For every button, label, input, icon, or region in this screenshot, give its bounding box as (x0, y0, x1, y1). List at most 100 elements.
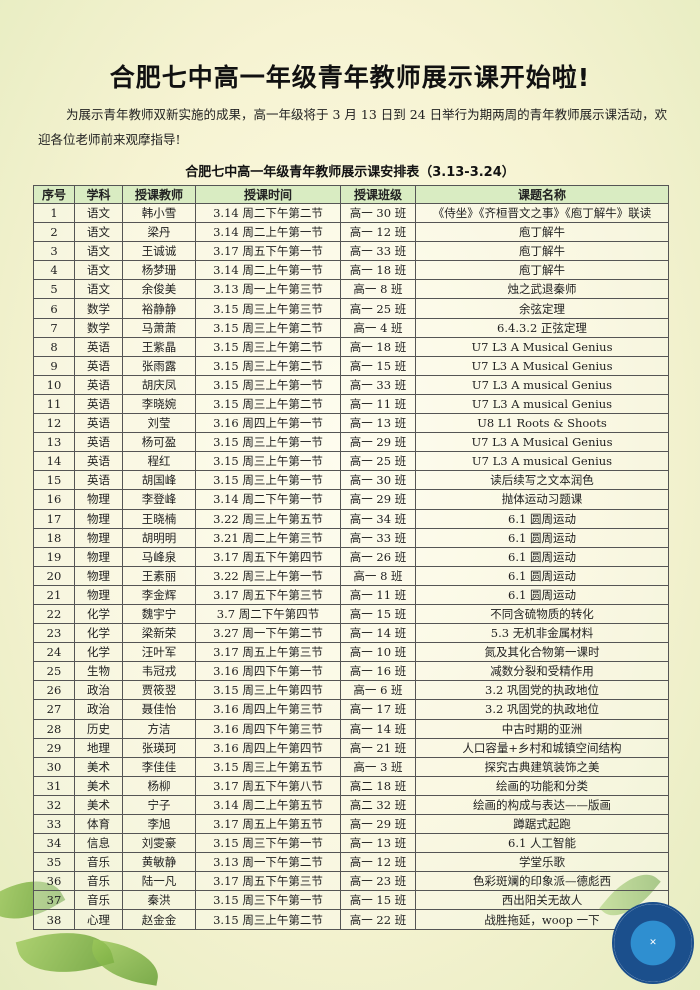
cell-topic: 《侍坐》《齐桓晋文之事》《庖丁解牛》联读 (415, 202, 669, 224)
cell-subject: 美术 (74, 794, 123, 816)
cell-teacher: 韦冠戎 (122, 661, 196, 682)
cell-class: 高一 34 班 (340, 508, 416, 529)
cell-teacher: 赵金金 (122, 909, 196, 930)
cell-time: 3.7 周二下午第四节 (195, 603, 341, 625)
logo-icon: ✕ (649, 938, 657, 948)
column-header: 授课班级 (340, 185, 416, 204)
cell-row-number: 37 (33, 890, 75, 911)
cell-subject: 英语 (74, 336, 123, 357)
cell-topic: 学堂乐歌 (415, 852, 669, 873)
table-row: 24 化学 汪叶军 3.17 周五上午第三节 高一 10 班氮及其化合物第一课时 (33, 642, 669, 663)
page-title: 合肥七中高一年级青年教师展示课开始啦! (109, 63, 591, 92)
cell-time: 3.14 周二上午第一节 (195, 260, 341, 281)
cell-topic: 3.2 巩固党的执政地位 (415, 680, 669, 701)
cell-teacher: 贾筱翌 (122, 680, 196, 701)
cell-class: 高一 11 班 (340, 393, 416, 415)
cell-subject: 英语 (74, 393, 123, 415)
cell-teacher: 李晓婉 (122, 393, 196, 415)
cell-time: 3.15 周三上午第二节 (195, 336, 341, 357)
cell-teacher: 梁丹 (122, 222, 196, 243)
table-row: 30 美术 李佳佳 3.15 周三上午第五节 高一 3 班探究古典建筑装饰之美 (33, 756, 669, 777)
cell-class: 高一 25 班 (340, 451, 416, 472)
cell-topic: U7 L3 A musical Genius (415, 374, 669, 395)
cell-time: 3.17 周五上午第三节 (195, 642, 341, 663)
cell-subject: 音乐 (74, 890, 123, 911)
cell-row-number: 30 (33, 756, 75, 777)
cell-class: 高一 33 班 (340, 241, 416, 262)
cell-topic: 3.2 巩固党的执政地位 (415, 699, 669, 720)
cell-class: 高一 12 班 (340, 852, 416, 873)
decorative-leaf (87, 939, 163, 986)
cell-class: 高一 30 班 (340, 202, 416, 224)
cell-topic: 读后续写之文本润色 (415, 470, 669, 491)
cell-row-number: 15 (33, 470, 75, 491)
cell-subject: 数学 (74, 317, 123, 338)
cell-subject: 英语 (74, 451, 123, 472)
cell-teacher: 李登峰 (122, 489, 196, 510)
cell-class: 高一 17 班 (340, 699, 416, 720)
cell-topic: 6.1 圆周运动 (415, 527, 669, 548)
cell-subject: 物理 (74, 527, 123, 548)
cell-class: 高一 21 班 (340, 737, 416, 758)
cell-topic: 6.1 圆周运动 (415, 565, 669, 586)
cell-row-number: 20 (33, 565, 75, 586)
cell-time: 3.27 周一下午第二节 (195, 623, 341, 644)
cell-teacher: 李旭 (122, 813, 196, 835)
cell-time: 3.15 周三上午第五节 (195, 756, 341, 777)
cell-class: 高一 15 班 (340, 890, 416, 911)
cell-time: 3.16 周四下午第三节 (195, 718, 341, 739)
cell-time: 3.13 周一上午第三节 (195, 279, 341, 300)
cell-time: 3.17 周五下午第八节 (195, 775, 341, 796)
cell-time: 3.15 周三上午第三节 (195, 298, 341, 319)
cell-topic: 氮及其化合物第一课时 (415, 642, 669, 663)
cell-topic: 色彩斑斓的印象派—德彪西 (415, 871, 669, 892)
cell-time: 3.14 周二上午第五节 (195, 794, 341, 816)
cell-time: 3.15 周三上午第一节 (195, 451, 341, 472)
cell-time: 3.14 周二下午第一节 (195, 489, 341, 510)
cell-subject: 地理 (74, 737, 123, 758)
cell-subject: 历史 (74, 718, 123, 739)
cell-topic: 6.4.3.2 正弦定理 (415, 317, 669, 338)
table-row: 29 地理 张瑛珂 3.16 周四上午第四节 高一 21 班人口容量+乡村和城镇空间结构 (33, 737, 669, 758)
cell-class: 高一 14 班 (340, 623, 416, 644)
cell-teacher: 王素丽 (122, 565, 196, 586)
cell-teacher: 胡国峰 (122, 470, 196, 491)
cell-topic: 绘画的构成与表达——版画 (415, 794, 669, 816)
table-row: 3 语文 王诚诚 3.17 周五下午第一节 高一 33 班庖丁解牛 (33, 241, 669, 262)
cell-subject: 语文 (74, 222, 123, 243)
cell-class: 高一 29 班 (340, 489, 416, 510)
cell-class: 高一 29 班 (340, 432, 416, 453)
table-header-row: 序号 学科 授课教师 授课时间 授课班级 课题名称 (33, 185, 669, 204)
cell-class: 高一 8 班 (340, 279, 416, 300)
cell-subject: 物理 (74, 584, 123, 605)
cell-time: 3.16 周四上午第四节 (195, 737, 341, 758)
cell-class: 高一 25 班 (340, 298, 416, 319)
table-row: 8 英语 王紫晶 3.15 周三上午第二节 高一 18 班 U7 L3 A Musical… (33, 336, 669, 357)
cell-topic: U7 L3 A Musical Genius (415, 336, 669, 357)
cell-subject: 政治 (74, 699, 123, 720)
table-row: 27 政治 聂佳怡 3.16 周四上午第三节 高一 17 班 3.2 巩固党的执政地位 (33, 699, 669, 720)
cell-class: 高一 10 班 (340, 642, 416, 663)
cell-subject: 物理 (74, 546, 123, 567)
cell-topic: U8 L1 Roots & Shoots (415, 413, 669, 434)
cell-topic: 6.1 圆周运动 (415, 546, 669, 567)
cell-subject: 美术 (74, 756, 123, 777)
cell-subject: 体育 (74, 813, 123, 835)
table-row: 32 美术 宁子 3.14 周二上午第五节 高二 32 班绘画的构成与表达——版画 (33, 794, 669, 816)
cell-row-number: 25 (33, 661, 75, 682)
cell-class: 高一 11 班 (340, 584, 416, 605)
cell-teacher: 刘雯豪 (122, 833, 196, 854)
cell-teacher: 黄敏静 (122, 852, 196, 873)
cell-topic: 探究古典建筑装饰之美 (415, 756, 669, 777)
cell-class: 高一 29 班 (340, 813, 416, 835)
cell-row-number: 11 (33, 393, 75, 415)
cell-row-number: 23 (33, 623, 75, 644)
cell-teacher: 王晓楠 (122, 508, 196, 529)
cell-row-number: 31 (33, 775, 75, 796)
cell-subject: 物理 (74, 565, 123, 586)
cell-teacher: 汪叶军 (122, 642, 196, 663)
table-row: 4 语文 杨梦珊 3.14 周二上午第一节 高一 18 班庖丁解牛 (33, 260, 669, 281)
table-row: 7 数学 马萧萧 3.15 周三上午第二节 高一 4 班 6.4.3.2 正弦定理 (33, 317, 669, 338)
table-row: 34 信息 刘雯豪 3.15 周三下午第一节 高一 13 班 6.1 人工智能 (33, 833, 669, 854)
cell-subject: 英语 (74, 470, 123, 491)
